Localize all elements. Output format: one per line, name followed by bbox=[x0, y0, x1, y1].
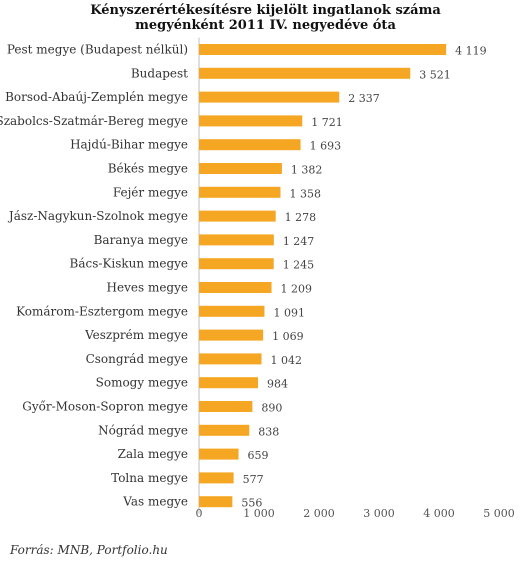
bar bbox=[199, 377, 259, 389]
data-label: 838 bbox=[258, 425, 279, 438]
data-label: 984 bbox=[267, 378, 288, 391]
data-label: 3 521 bbox=[419, 68, 451, 81]
data-label: 556 bbox=[241, 497, 262, 510]
bar bbox=[199, 186, 281, 198]
x-tick-label: 3 000 bbox=[363, 507, 395, 520]
bar bbox=[199, 139, 301, 151]
category-label: Tolna megye bbox=[111, 471, 188, 485]
data-label: 1 042 bbox=[271, 354, 303, 367]
bar bbox=[199, 115, 303, 127]
data-label: 1 247 bbox=[283, 235, 315, 248]
bar bbox=[199, 401, 253, 412]
x-tick-label: 4 000 bbox=[423, 507, 455, 520]
bar bbox=[199, 44, 447, 55]
category-label: Somogy megye bbox=[96, 376, 188, 390]
data-label: 577 bbox=[243, 473, 264, 486]
category-label: Szabolcs-Szatmár-Bereg megye bbox=[0, 114, 188, 128]
bar bbox=[199, 234, 274, 246]
bar bbox=[199, 163, 282, 174]
bar bbox=[199, 424, 250, 436]
category-label: Csongrád megye bbox=[86, 352, 188, 366]
category-label: Baranya megye bbox=[94, 233, 188, 247]
data-label: 1 721 bbox=[311, 116, 343, 129]
category-label: Hajdú-Bihar megye bbox=[70, 138, 188, 152]
bar bbox=[199, 353, 262, 365]
bar bbox=[199, 472, 234, 484]
data-label: 1 358 bbox=[289, 187, 321, 200]
bar bbox=[199, 305, 265, 317]
category-label: Komárom-Esztergom megye bbox=[16, 304, 188, 318]
data-label: 890 bbox=[261, 402, 282, 415]
bar bbox=[199, 67, 411, 79]
source-note: Forrás: MNB, Portfolio.hu bbox=[10, 543, 168, 557]
category-label: Borsod-Abaúj-Zemplén megye bbox=[5, 90, 188, 104]
chart-title: Kényszerértékesítésre kijelölt ingatlano… bbox=[0, 3, 531, 33]
data-label: 1 091 bbox=[273, 306, 305, 319]
data-label: 1 245 bbox=[283, 259, 315, 272]
category-label: Győr-Moson-Sopron megye bbox=[22, 400, 188, 414]
data-label: 2 337 bbox=[348, 92, 380, 105]
x-tick-label: 1 000 bbox=[243, 507, 275, 520]
category-label: Heves megye bbox=[107, 281, 188, 295]
bar bbox=[199, 448, 239, 460]
data-label: 1 382 bbox=[291, 164, 323, 177]
bar bbox=[199, 258, 274, 270]
data-label: 1 278 bbox=[285, 211, 317, 224]
data-label: 659 bbox=[248, 449, 269, 462]
category-label: Fejér megye bbox=[113, 185, 188, 199]
chart-title-line-1: Kényszerértékesítésre kijelölt ingatlano… bbox=[90, 3, 441, 18]
category-label: Békés megye bbox=[108, 162, 188, 176]
x-tick-label: 2 000 bbox=[303, 507, 335, 520]
category-label: Nógrád megye bbox=[98, 423, 188, 437]
chart-title-line-2: megyénként 2011 IV. negyedéve óta bbox=[135, 18, 396, 33]
category-label: Zala megye bbox=[118, 447, 188, 461]
x-tick-label: 5 000 bbox=[483, 507, 515, 520]
data-label: 4 119 bbox=[455, 45, 487, 58]
bar bbox=[199, 210, 276, 222]
category-label: Pest megye (Budapest nélkül) bbox=[7, 43, 188, 57]
bar bbox=[199, 282, 272, 293]
data-label: 1 069 bbox=[272, 330, 304, 343]
x-tick-label: 0 bbox=[196, 507, 203, 520]
category-label: Vas megye bbox=[122, 495, 188, 509]
data-label: 1 209 bbox=[281, 283, 313, 296]
data-label: 1 693 bbox=[310, 140, 342, 153]
category-label: Veszprém megye bbox=[84, 328, 188, 342]
category-label: Jász-Nagykun-Szolnok megye bbox=[7, 209, 188, 223]
bar bbox=[199, 91, 340, 103]
category-label: Budapest bbox=[131, 66, 188, 80]
bar bbox=[199, 329, 264, 341]
bar bbox=[199, 496, 233, 508]
category-label: Bács-Kiskun megye bbox=[70, 257, 188, 271]
